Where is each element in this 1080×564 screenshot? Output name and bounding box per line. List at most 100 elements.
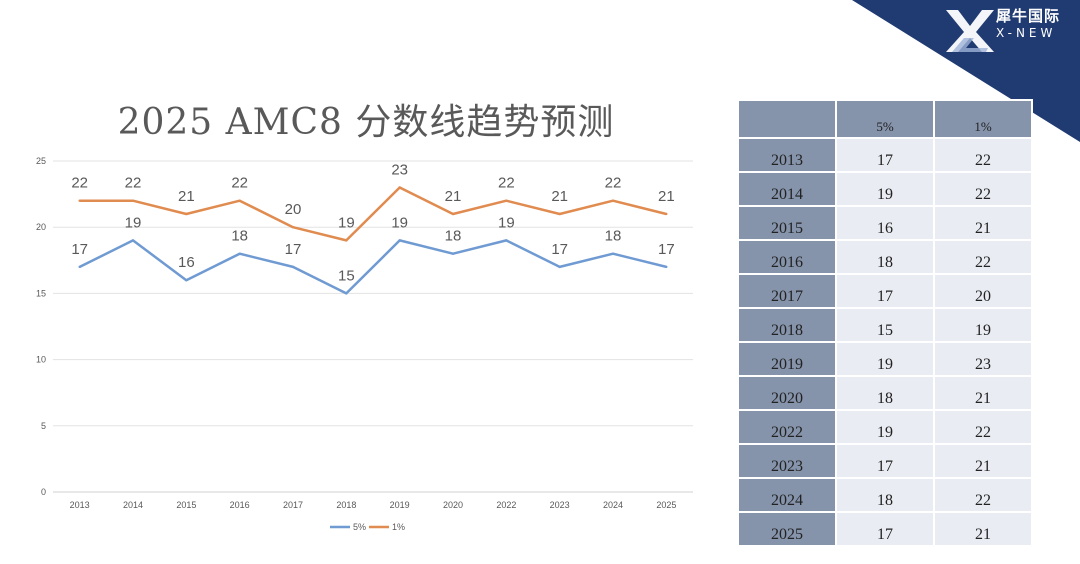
table-cell-1pct: 22 [933, 409, 1033, 445]
x-axis-ticks: 2013 2014 2015 2016 2017 2018 2019 2020 2022 2023… [70, 500, 677, 510]
table-cell-5pct: 18 [835, 239, 935, 275]
x-tick-label: 2018 [336, 500, 356, 510]
data-label: 19 [338, 214, 355, 231]
x-tick-label: 2017 [283, 500, 303, 510]
x-tick-label: 2024 [603, 500, 623, 510]
table-row: 2024 18 22 [737, 477, 1033, 513]
x-tick-label: 2025 [656, 500, 676, 510]
data-point [78, 199, 81, 202]
data-point [398, 186, 401, 189]
score-table: 5% 1% 2013 17 22 2014 19 22 2015 16 21 2016 18 2… [737, 99, 1033, 547]
x-tick-label: 2014 [123, 500, 143, 510]
table-cell-1pct: 22 [933, 477, 1033, 513]
y-tick-label: 10 [36, 355, 46, 365]
data-labels: 17 19 16 18 17 15 19 18 19 17 18 17 22 22 21 22 20 19 23 21… [71, 161, 674, 284]
table-cell-1pct: 22 [933, 239, 1033, 275]
y-tick-label: 25 [36, 156, 46, 166]
data-point [505, 199, 508, 202]
data-point [451, 212, 455, 216]
table-cell-5pct: 19 [835, 409, 935, 445]
legend-label: 1% [392, 522, 405, 532]
data-point [665, 265, 668, 269]
table-row: 2017 17 20 [737, 273, 1033, 309]
data-point [611, 199, 615, 202]
chart-title: 2025 AMC8 分数线趋势预测 [118, 102, 615, 143]
data-label: 18 [605, 228, 622, 245]
data-label: 19 [498, 214, 515, 231]
table-cell-5pct: 17 [835, 137, 935, 173]
table-cell-year: 2015 [737, 205, 837, 241]
table-cell-1pct: 19 [933, 307, 1033, 343]
table-cell-1pct: 21 [933, 511, 1033, 547]
data-point [398, 239, 401, 242]
data-label: 22 [605, 175, 622, 192]
table-row: 2019 19 23 [737, 341, 1033, 377]
data-point [185, 278, 188, 282]
data-label: 15 [338, 267, 355, 284]
y-tick-label: 5 [41, 421, 46, 431]
table-header-year [737, 99, 837, 139]
x-tick-label: 2019 [390, 500, 410, 510]
table-cell-year: 2024 [737, 477, 837, 513]
data-point [291, 265, 295, 269]
x-tick-label: 2016 [230, 500, 250, 510]
table-cell-5pct: 18 [835, 375, 935, 411]
table-cell-1pct: 21 [933, 205, 1033, 241]
data-point [558, 265, 561, 269]
y-tick-label: 0 [41, 487, 46, 497]
data-label: 21 [658, 188, 675, 205]
data-label: 22 [125, 175, 142, 192]
data-point [131, 239, 135, 242]
data-point [238, 199, 241, 202]
data-label: 21 [178, 188, 195, 205]
table-row: 2016 18 22 [737, 239, 1033, 275]
table-row: 2015 16 21 [737, 205, 1033, 241]
table-cell-5pct: 19 [835, 171, 935, 207]
data-label: 21 [445, 188, 462, 205]
table-cell-year: 2013 [737, 137, 837, 173]
table-cell-1pct: 20 [933, 273, 1033, 309]
y-tick-label: 20 [36, 222, 46, 232]
series-line [79, 239, 667, 295]
table-cell-5pct: 15 [835, 307, 935, 343]
data-point [291, 226, 295, 229]
table-cell-1pct: 22 [933, 171, 1033, 207]
x-logo-icon [946, 10, 994, 52]
data-label: 19 [125, 214, 142, 231]
table-cell-year: 2018 [737, 307, 837, 343]
data-label: 17 [71, 241, 88, 258]
table-cell-5pct: 18 [835, 477, 935, 513]
data-label: 18 [231, 228, 248, 245]
x-tick-label: 2015 [176, 500, 196, 510]
table-cell-1pct: 21 [933, 375, 1033, 411]
data-point [611, 252, 615, 255]
table-header-row: 5% 1% [737, 99, 1033, 139]
table-row: 2018 15 19 [737, 307, 1033, 343]
data-label: 23 [391, 161, 408, 178]
table-cell-year: 2022 [737, 409, 837, 445]
table-header-5pct: 5% [835, 99, 935, 139]
table-cell-1pct: 21 [933, 443, 1033, 479]
series-lines [78, 186, 668, 295]
brand-name-en: X-NEW [996, 26, 1057, 40]
data-label: 17 [285, 241, 302, 258]
table-cell-year: 2025 [737, 511, 837, 547]
table-row: 2022 19 22 [737, 409, 1033, 445]
table-row: 2014 19 22 [737, 171, 1033, 207]
brand-logo-text: 犀牛国际 X-NEW [996, 6, 1080, 40]
legend-label: 5% [353, 522, 366, 532]
data-label: 19 [391, 214, 408, 231]
table-cell-1pct: 23 [933, 341, 1033, 377]
data-label: 16 [178, 254, 195, 271]
y-axis-ticks: 0 5 10 15 20 25 [36, 156, 46, 497]
table-cell-5pct: 16 [835, 205, 935, 241]
data-point [78, 265, 81, 269]
grid-lines [53, 160, 693, 493]
table-row: 2013 17 22 [737, 137, 1033, 173]
table-cell-year: 2014 [737, 171, 837, 207]
data-label: 21 [551, 188, 568, 205]
table-cell-year: 2017 [737, 273, 837, 309]
table-cell-year: 2023 [737, 443, 837, 479]
data-point [131, 199, 135, 202]
